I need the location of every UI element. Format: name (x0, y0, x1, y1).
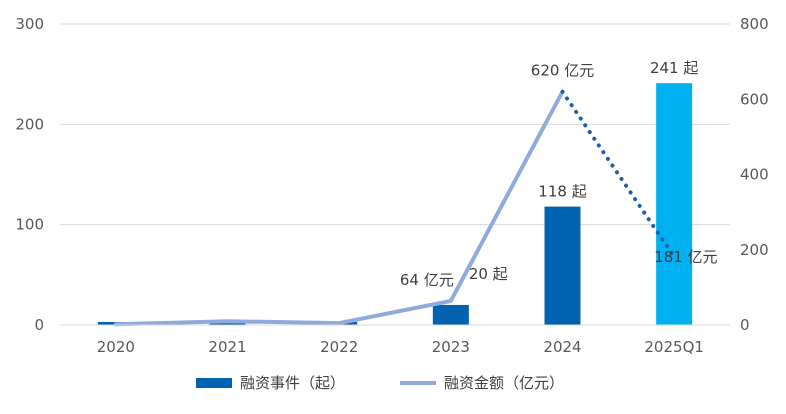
bar-data-label: 20 起 (469, 265, 508, 283)
legend: 融资事件（起） 融资金额（亿元） (196, 374, 564, 392)
y-axis-right: 0 200 400 600 800 (740, 15, 769, 334)
bar-data-label: 118 起 (538, 183, 586, 201)
x-tick-label: 2021 (208, 338, 246, 356)
line-data-label: 64 亿元 (400, 271, 454, 289)
line-series-path (113, 89, 565, 327)
legend-label-line: 融资金额（亿元） (444, 374, 564, 392)
x-tick-label: 2024 (543, 338, 581, 356)
legend-swatch-bars (196, 378, 232, 388)
y-axis-left: 0 100 200 300 (15, 15, 44, 334)
x-tick-label: 2020 (97, 338, 135, 356)
line-series (113, 89, 677, 327)
y-right-tick-label: 0 (740, 316, 750, 334)
bar (656, 83, 693, 326)
bar (432, 304, 469, 325)
y-left-tick-label: 200 (15, 115, 44, 133)
line-projection-path (560, 89, 677, 259)
y-left-tick-label: 100 (15, 216, 44, 234)
y-right-tick-label: 600 (740, 90, 769, 108)
y-right-tick-label: 400 (740, 166, 769, 184)
y-left-tick-label: 300 (15, 15, 44, 33)
y-right-tick-label: 200 (740, 241, 769, 259)
data-labels: 20 起 118 起 241 起 64 亿元 620 亿元 181 亿元 (400, 59, 718, 289)
legend-label-bars: 融资事件（起） (240, 374, 345, 392)
bar (209, 322, 246, 325)
bar-series (97, 83, 693, 326)
gridlines (60, 23, 730, 326)
y-left-tick-label: 0 (34, 316, 44, 334)
bar (544, 206, 581, 325)
x-axis: 2020 2021 2022 2023 2024 2025Q1 (60, 324, 730, 356)
y-right-tick-label: 800 (740, 15, 769, 33)
line-data-label: 620 亿元 (531, 62, 594, 80)
x-tick-label: 2023 (432, 338, 470, 356)
line-data-label: 181 亿元 (654, 248, 717, 266)
x-tick-label: 2025Q1 (644, 338, 704, 356)
x-tick-label: 2022 (320, 338, 358, 356)
bar-data-label: 241 起 (650, 59, 698, 77)
